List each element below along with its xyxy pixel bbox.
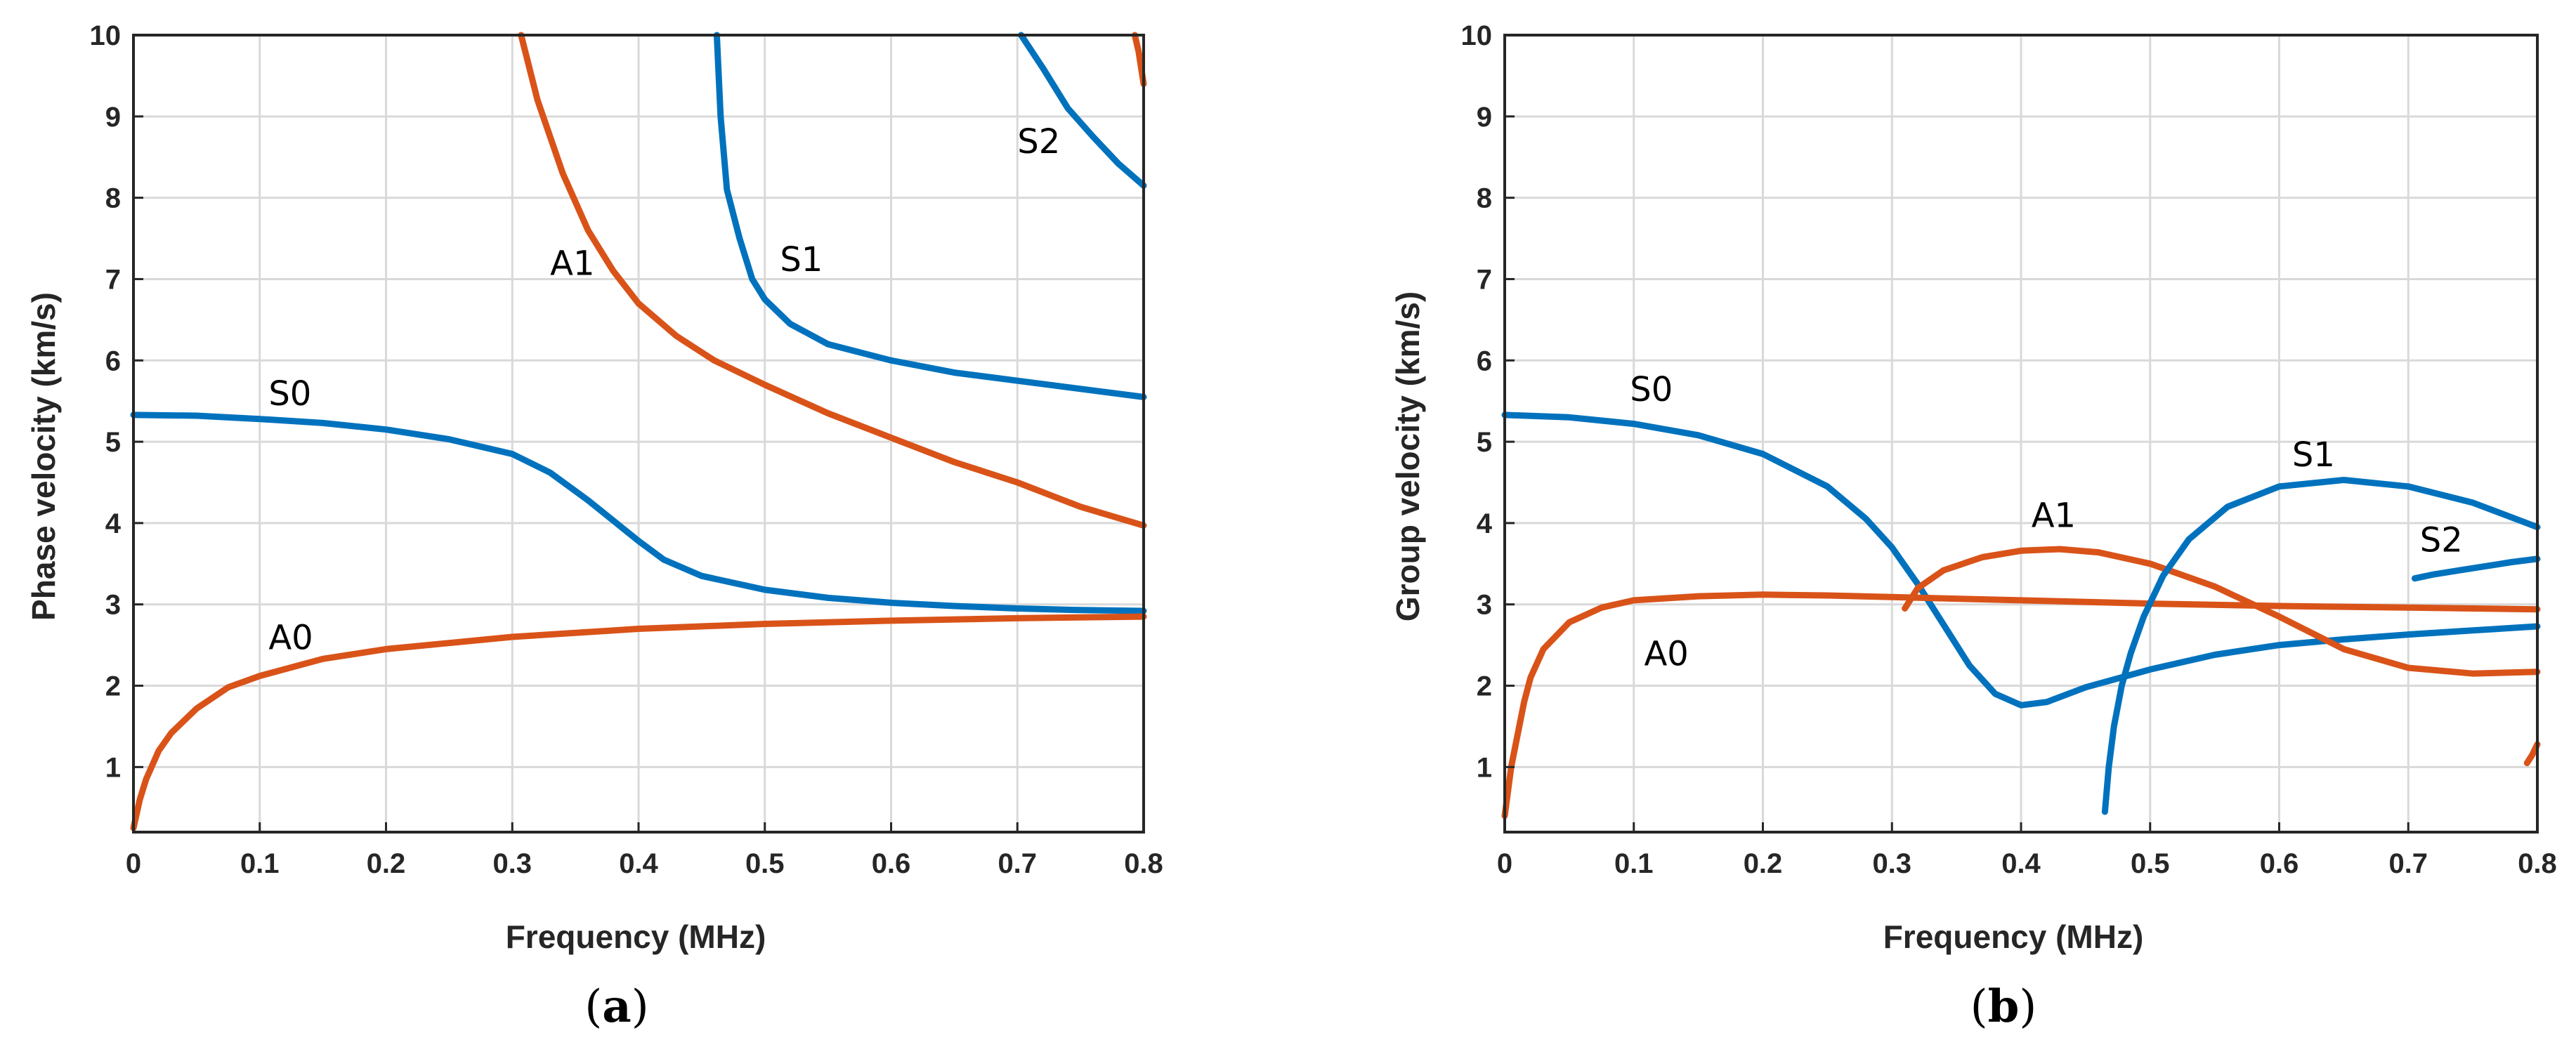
curve-label-s0: S0 bbox=[268, 374, 311, 414]
y-tick-label: 10 bbox=[90, 20, 122, 51]
series-s2-symmetric bbox=[2411, 555, 2541, 582]
curve-label-s1: S1 bbox=[2292, 435, 2335, 475]
panel-a-phase-velocity-chart: 0 0.1 0.2 0.3 0.4 0.5 0.6 0.7 0.8 1 2 3 4 5 6 7 8 9 10 S0 A… bbox=[25, 20, 1163, 1033]
y-tick-label: 7 bbox=[105, 264, 121, 295]
curve-label-s2: S2 bbox=[2420, 520, 2463, 560]
series-fragment-antisymmetric bbox=[2523, 741, 2541, 767]
y-tick-label: 8 bbox=[1477, 183, 1492, 214]
y-tick-label: 9 bbox=[105, 102, 121, 133]
x-tick-label: 0.5 bbox=[2131, 848, 2170, 879]
x-tick-label: 0.7 bbox=[2388, 848, 2428, 879]
curve-label-a0: A0 bbox=[1644, 635, 1688, 674]
x-tick-label: 0.6 bbox=[2260, 848, 2299, 879]
series-a0-antisymmetric bbox=[130, 613, 1147, 831]
x-tick-label: 0.7 bbox=[998, 848, 1037, 879]
curve-label-a1: A1 bbox=[2032, 496, 2076, 536]
x-tick-label: 0 bbox=[1497, 848, 1512, 879]
series-a1-antisymmetric bbox=[1902, 546, 2541, 677]
y-tick-label: 4 bbox=[105, 508, 122, 539]
series-a0-antisymmetric bbox=[1501, 591, 2541, 819]
series-s0-symmetric bbox=[1501, 411, 2541, 709]
curve-label-a0: A0 bbox=[268, 618, 313, 657]
y-tick-label: 2 bbox=[105, 671, 121, 702]
x-tick-label: 0.8 bbox=[2518, 848, 2557, 879]
curve-label-s2: S2 bbox=[1017, 122, 1060, 162]
y-tick-label: 1 bbox=[105, 752, 121, 783]
series-s2-symmetric bbox=[1018, 32, 1147, 189]
y-tick-label: 8 bbox=[105, 183, 121, 214]
y-tick-label: 1 bbox=[1477, 752, 1492, 783]
x-tick-label: 0.2 bbox=[367, 848, 406, 879]
x-tick-label: 0.3 bbox=[492, 848, 532, 879]
y-tick-label: 9 bbox=[1477, 102, 1492, 133]
x-tick-label: 0.5 bbox=[745, 848, 785, 879]
x-tick-label: 0.1 bbox=[240, 848, 280, 879]
series-s1-symmetric bbox=[713, 32, 1147, 400]
y-axis-label: Group velocity (km/s) bbox=[1390, 291, 1426, 621]
panel-caption: (b) bbox=[1970, 980, 2037, 1033]
x-tick-label: 0.1 bbox=[1614, 848, 1654, 879]
y-tick-label: 10 bbox=[1461, 20, 1493, 51]
x-tick-label: 0.8 bbox=[1124, 848, 1163, 879]
x-tick-label: 0.4 bbox=[619, 848, 658, 879]
series-s0-symmetric bbox=[130, 411, 1147, 614]
x-tick-label: 0.3 bbox=[1872, 848, 1911, 879]
y-tick-label: 3 bbox=[1477, 590, 1492, 621]
y-tick-label: 7 bbox=[1477, 264, 1492, 295]
y-tick-label: 6 bbox=[1477, 345, 1492, 376]
y-axis-label: Phase velocity (km/s) bbox=[25, 292, 62, 621]
curve-label-s1: S1 bbox=[780, 240, 823, 279]
x-axis-label: Frequency (MHz) bbox=[1883, 918, 2144, 955]
y-tick-label: 4 bbox=[1477, 508, 1493, 539]
curve-label-a1: A1 bbox=[550, 244, 594, 284]
x-axis-label: Frequency (MHz) bbox=[506, 918, 766, 955]
y-tick-label: 3 bbox=[105, 590, 121, 621]
panel-caption: (a) bbox=[584, 980, 648, 1033]
x-tick-label: 0.6 bbox=[872, 848, 911, 879]
y-tick-label: 2 bbox=[1477, 671, 1492, 702]
series-a1-antisymmetric bbox=[518, 32, 1147, 529]
y-tick-label: 6 bbox=[105, 345, 121, 376]
y-tick-label: 5 bbox=[105, 427, 121, 458]
series-s1-symmetric bbox=[2101, 477, 2541, 815]
series-fragment-antisymmetric bbox=[1131, 32, 1147, 87]
curve-label-s0: S0 bbox=[1630, 370, 1673, 409]
panel-b-group-velocity-chart: 0 0.1 0.2 0.3 0.4 0.5 0.6 0.7 0.8 1 2 3 4 5 6 7 8 9 10 S0 A… bbox=[1390, 20, 2557, 1033]
x-tick-label: 0 bbox=[126, 848, 141, 879]
x-tick-label: 0.4 bbox=[2001, 848, 2041, 879]
x-tick-label: 0.2 bbox=[1744, 848, 1783, 879]
y-tick-label: 5 bbox=[1477, 427, 1492, 458]
